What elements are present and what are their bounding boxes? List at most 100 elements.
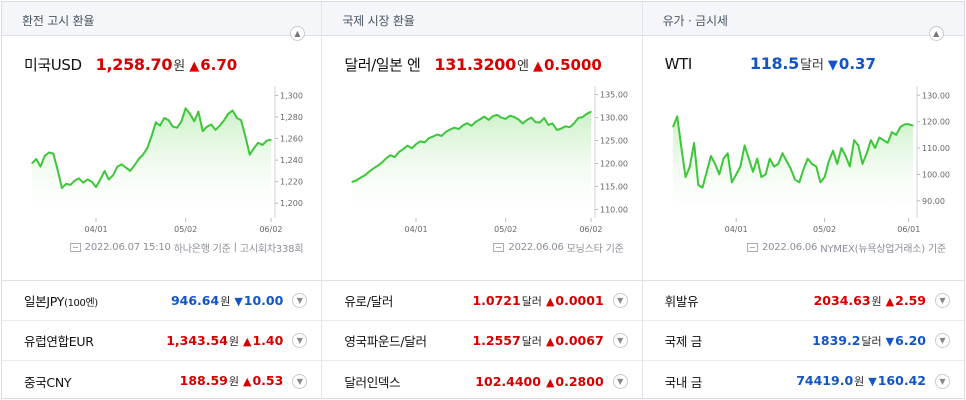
item-price: 1,343.54 <box>166 332 228 348</box>
price-change: ▼0.37 <box>828 55 876 73</box>
current-price: 1,258.70 <box>95 55 173 74</box>
x-tick-label: 04/01 <box>405 225 428 234</box>
data-point <box>836 163 838 165</box>
currency-name[interactable]: 달러/일본 엔 <box>344 56 421 74</box>
list-item-eurusd[interactable]: 유로/달러 1.0721 달러 ▲0.0001 ▼ <box>322 281 642 321</box>
item-name: 휘발유 <box>664 294 699 309</box>
chevron-down-icon[interactable]: ▼ <box>612 333 628 348</box>
chevron-down-icon[interactable]: ▼ <box>934 293 950 308</box>
source-date: 2022.06.07 15:10 <box>84 242 171 253</box>
item-change-value: 0.0067 <box>555 332 604 348</box>
y-tick-label: 1,240 <box>280 156 303 165</box>
chevron-down-icon[interactable]: ▼ <box>292 333 308 348</box>
item-name-suffix: (100엔) <box>64 298 98 309</box>
data-point <box>138 158 140 160</box>
data-point <box>853 139 855 141</box>
data-point <box>785 160 787 162</box>
item-change: ▼160.42 <box>868 373 926 388</box>
item-name: 달러인덱스 <box>344 374 401 390</box>
data-point <box>227 113 229 115</box>
y-tick-label: 1,300 <box>280 91 303 100</box>
chevron-up-icon[interactable]: ▲ <box>928 26 944 41</box>
summary-usd: 미국USD 1,258.70 원 ▲6.70 <box>2 36 321 82</box>
data-point <box>573 122 575 125</box>
data-point <box>95 186 97 188</box>
triangle-up-icon: ▲ <box>545 334 555 348</box>
data-point <box>441 135 443 137</box>
list-item-dxy[interactable]: 달러인덱스 102.4400 ▲0.2800 ▼ <box>322 361 641 400</box>
data-point <box>899 126 901 128</box>
item-price: 102.4400 <box>475 373 541 389</box>
chevron-down-icon[interactable]: ▼ <box>292 373 308 389</box>
chevron-up-icon[interactable]: ▲ <box>290 26 305 41</box>
source-info: 2022.06.06 모닝스타 기준 <box>493 240 624 255</box>
data-point <box>44 155 46 157</box>
data-point <box>726 152 728 154</box>
series-area <box>352 111 592 214</box>
data-point <box>676 115 678 117</box>
data-point <box>261 144 264 146</box>
rate-list: 유로/달러 1.0721 달러 ▲0.0001 ▼ 영국파운드/달러 1.255… <box>322 280 642 400</box>
data-point <box>172 126 174 128</box>
source-provider: 모닝스타 기준 <box>566 244 624 255</box>
currency-name[interactable]: 미국USD <box>24 56 82 74</box>
current-price: 131.3200 <box>434 55 516 74</box>
chevron-down-icon[interactable]: ▼ <box>612 293 628 308</box>
data-point <box>806 157 808 160</box>
data-point <box>74 179 76 182</box>
chevron-down-icon[interactable]: ▼ <box>292 293 308 308</box>
data-point <box>257 142 259 144</box>
item-price: 1839.2 <box>812 332 861 348</box>
data-point <box>760 176 762 178</box>
data-point <box>886 142 888 144</box>
panel-header: 환전 고시 환율 <box>2 2 322 36</box>
data-point <box>57 169 59 171</box>
item-value: 1.2557 달러 ▲0.0067 <box>472 333 603 349</box>
data-point <box>121 163 123 165</box>
triangle-up-icon: ▲ <box>545 294 555 308</box>
data-point <box>31 162 33 164</box>
list-item-jpy[interactable]: 일본JPY(100엔) 946.64 원 ▼10.00 ▼ <box>2 281 322 321</box>
data-point <box>891 131 893 133</box>
data-point <box>869 139 872 141</box>
data-point <box>355 179 358 182</box>
data-point <box>865 152 867 154</box>
data-point <box>65 183 67 185</box>
data-point <box>912 125 914 127</box>
price-unit: 엔 <box>516 59 529 74</box>
data-point <box>454 127 456 129</box>
list-item-gbpusd[interactable]: 영국파운드/달러 1.2557 달러 ▲0.0067 ▼ <box>322 321 642 361</box>
data-point <box>823 176 825 178</box>
chevron-down-icon[interactable]: ▼ <box>934 333 950 348</box>
item-unit: 원 <box>871 294 882 308</box>
list-item-intl-gold[interactable]: 국제 금 1839.2 달러 ▼6.20 ▼ <box>642 321 964 361</box>
item-change: ▲0.53 <box>243 373 283 388</box>
data-point <box>407 144 409 147</box>
usdjpy-chart-svg: 135.00 130.00 125.00 120.00 115.00 110.00 04/0… <box>351 86 628 234</box>
list-item-domestic-gold[interactable]: 국내 금 74419.0 원 ▼160.42 ▼ <box>643 361 964 400</box>
item-change-value: 160.42 <box>877 373 926 388</box>
data-point <box>819 181 821 183</box>
y-tick-label: 130.00 <box>922 91 950 100</box>
data-point <box>432 135 435 137</box>
data-point <box>590 110 592 113</box>
data-point <box>142 154 144 156</box>
chevron-down-icon[interactable]: ▼ <box>612 373 628 389</box>
item-price: 946.64 <box>170 292 220 308</box>
list-item-eur[interactable]: 유럽연합EUR 1,343.54 원 ▲1.40 ▼ <box>2 321 322 361</box>
commodity-name[interactable]: WTI <box>664 55 693 73</box>
data-point <box>377 165 379 167</box>
data-point <box>560 127 563 130</box>
item-value: 74419.0 원 ▼160.42 <box>796 373 926 389</box>
panel-international-market: 국제 시장 환율 달러/일본 엔 131.3200 엔 ▲0.5000 135.… <box>322 2 643 400</box>
item-name: 국제 금 <box>664 334 703 349</box>
chevron-down-icon[interactable]: ▼ <box>934 373 950 389</box>
item-name: 유로/달러 <box>344 294 394 309</box>
data-point <box>125 167 127 169</box>
list-item-cny[interactable]: 중국CNY 188.59 원 ▲0.53 ▼ <box>2 361 321 400</box>
item-name: 중국CNY <box>24 374 72 390</box>
data-point <box>768 157 771 160</box>
list-item-gasoline[interactable]: 휘발유 2034.63 원 ▲2.59 ▼ <box>642 281 964 321</box>
data-point <box>505 118 507 120</box>
data-point <box>116 165 118 168</box>
